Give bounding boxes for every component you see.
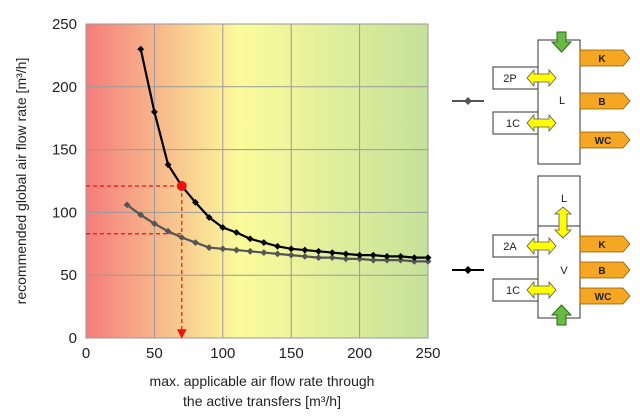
room-label-v: V (560, 265, 568, 277)
y-tick-label: 50 (60, 267, 77, 284)
data-point-gray (123, 201, 131, 209)
yellow-double-arrow-icon (526, 68, 557, 88)
data-point-gray (260, 249, 268, 256)
x-tick-label: 0 (82, 345, 90, 362)
data-point-gray (137, 211, 145, 219)
data-point-dark (315, 247, 322, 255)
data-point-dark (274, 242, 281, 250)
data-point-dark (383, 252, 391, 260)
y-tick-label: 100 (52, 204, 77, 221)
room-label-l-top: L (559, 95, 565, 107)
highlight-point (176, 181, 187, 192)
tag-b-top (579, 92, 631, 110)
data-point-gray (192, 239, 199, 246)
green-arrow-down-icon (550, 31, 573, 53)
data-point-gray (397, 256, 405, 264)
legend-dark-series (452, 266, 484, 274)
data-point-gray (205, 244, 213, 251)
data-point-gray (219, 245, 227, 253)
data-point-dark (260, 239, 268, 246)
tag-k-top (579, 49, 631, 67)
label-2a: 2A (503, 241, 517, 253)
data-point-gray (315, 254, 322, 262)
data-point-gray (342, 255, 350, 263)
data-point-gray (369, 256, 377, 264)
data-point-dark (233, 229, 240, 236)
x-tick-label: 50 (146, 345, 163, 362)
data-point-gray (151, 220, 158, 228)
tag-k-bottom (579, 235, 631, 253)
tag-label-wc-top: WC (595, 136, 612, 147)
label-1c-bottom: 1C (506, 285, 520, 297)
data-point-dark (151, 108, 158, 116)
data-point-gray (178, 234, 186, 241)
room-label-l-bottom: L (561, 193, 567, 205)
yellow-double-arrow-icon (526, 280, 557, 300)
tag-label-b-bottom: B (598, 266, 605, 277)
data-point-dark (205, 214, 213, 221)
yellow-vertical-double-arrow-icon (553, 206, 573, 239)
data-point-dark (164, 161, 172, 169)
plot-background (85, 23, 429, 339)
y-tick-label: 250 (52, 16, 77, 33)
top-house-diagram: 2P 1C L K B WC (492, 31, 631, 165)
tick-labels: 0 50 100 150 200 250 0 50 100 150 200 250 (52, 16, 441, 362)
data-point-dark (397, 252, 405, 260)
y-axis-label: recommended global air flow rate [m³/h] (13, 58, 29, 305)
data-point-gray (164, 227, 172, 235)
x-axis-label-line1: max. applicable air flow rate through (150, 373, 375, 389)
data-point-gray (301, 252, 309, 260)
y-tick-label: 200 (52, 79, 77, 96)
data-point-gray (424, 257, 432, 265)
data-point-dark (410, 254, 418, 262)
data-point-dark (301, 246, 309, 254)
data-point-dark (424, 254, 432, 262)
tag-label-wc-bottom: WC (595, 292, 612, 303)
data-point-gray (233, 246, 240, 254)
x-tick-label: 200 (347, 345, 372, 362)
data-point-dark (369, 251, 377, 259)
x-axis-label-line2: the active transfers [m³/h] (183, 393, 341, 409)
data-series (123, 45, 432, 265)
data-point-gray (328, 254, 336, 262)
x-tick-label: 100 (210, 345, 235, 362)
data-point-gray (246, 247, 254, 255)
x-tick-label: 150 (279, 345, 304, 362)
tag-wc-top (579, 131, 631, 149)
yellow-double-arrow-icon (526, 236, 557, 256)
series-line-dark (139, 48, 428, 259)
y-tick-label: 150 (52, 142, 77, 159)
label-1c-top: 1C (506, 118, 520, 130)
data-point-dark (219, 224, 227, 231)
tag-label-k-bottom: K (598, 240, 606, 251)
bottom-house-diagram: 2A 1C L V K B WC (492, 175, 631, 326)
tag-wc-bottom (579, 287, 631, 305)
data-point-dark (342, 250, 350, 258)
data-point-gray (274, 250, 281, 258)
data-point-dark (246, 235, 254, 243)
data-point-gray (383, 256, 391, 264)
tag-b-bottom (579, 261, 631, 279)
label-2p: 2P (503, 73, 516, 85)
guide-lines (86, 185, 187, 339)
green-arrow-up-icon (550, 304, 573, 326)
yellow-double-arrow-icon (526, 113, 557, 133)
y-tick-label: 0 (69, 330, 77, 347)
data-point-gray (356, 255, 363, 263)
data-point-dark (137, 45, 145, 53)
data-point-dark (356, 251, 363, 259)
data-point-dark (328, 249, 336, 256)
legend-gray-series (452, 97, 484, 105)
x-tick-label: 250 (415, 345, 440, 362)
data-point-dark (287, 245, 295, 253)
grid (85, 23, 429, 339)
tag-label-k-top: K (598, 54, 606, 65)
data-point-dark (192, 198, 199, 206)
data-point-gray (410, 257, 418, 265)
tag-label-b-top: B (598, 97, 605, 108)
data-point-gray (287, 251, 295, 259)
